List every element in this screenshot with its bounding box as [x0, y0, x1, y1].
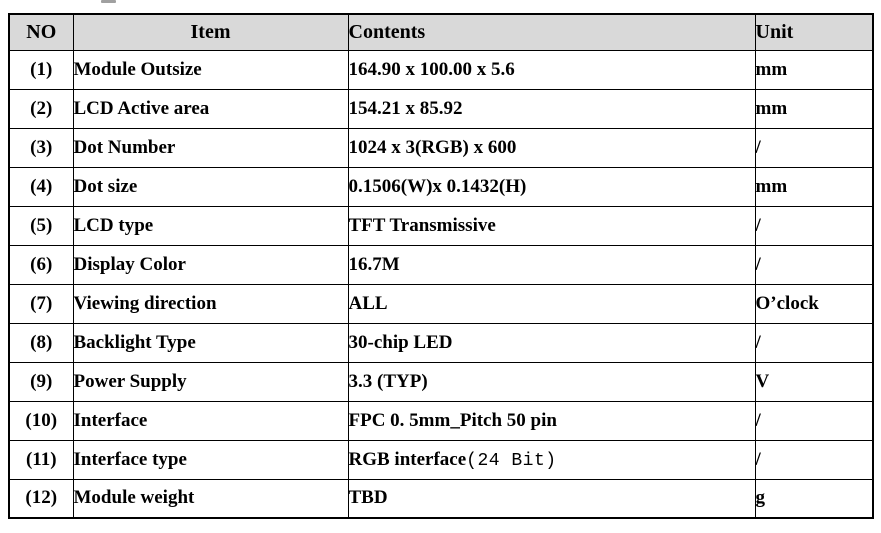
cell-contents: RGB interface(24 Bit) — [347, 439, 756, 480]
cell-no: (1) — [8, 49, 74, 90]
cell-unit: / — [754, 244, 874, 285]
cell-item: Display Color — [72, 244, 349, 285]
cell-contents: ALL — [347, 283, 756, 324]
cell-contents: 16.7M — [347, 244, 756, 285]
cell-contents: FPC 0. 5mm_Pitch 50 pin — [347, 400, 756, 441]
table-row: (10) Interface FPC 0. 5mm_Pitch 50 pin / — [8, 400, 874, 441]
cell-contents: 164.90 x 100.00 x 5.6 — [347, 49, 756, 90]
table-body: (1) Module Outsize 164.90 x 100.00 x 5.6… — [8, 49, 874, 519]
cell-contents: 30-chip LED — [347, 322, 756, 363]
cell-no: (12) — [8, 478, 74, 519]
table-row: (3) Dot Number 1024 x 3(RGB) x 600 / — [8, 127, 874, 168]
cell-unit: V — [754, 361, 874, 402]
cell-no: (7) — [8, 283, 74, 324]
cell-item: Dot size — [72, 166, 349, 207]
cell-unit: g — [754, 478, 874, 519]
column-header-no: NO — [8, 13, 74, 51]
cell-item: Backlight Type — [72, 322, 349, 363]
table-row: (11) Interface type RGB interface(24 Bit… — [8, 439, 874, 480]
cell-item: Viewing direction — [72, 283, 349, 324]
cell-no: (8) — [8, 322, 74, 363]
cell-unit: / — [754, 439, 874, 480]
column-header-unit: Unit — [754, 13, 874, 51]
cell-unit: mm — [754, 49, 874, 90]
cell-contents: TFT Transmissive — [347, 205, 756, 246]
table-header: NO Item Contents Unit — [8, 13, 874, 51]
cell-no: (3) — [8, 127, 74, 168]
contents-text: RGB interface — [348, 448, 467, 470]
table-row: (5) LCD type TFT Transmissive / — [8, 205, 874, 246]
table-row: (6) Display Color 16.7M / — [8, 244, 874, 285]
cell-item: Module weight — [72, 478, 349, 519]
cell-unit: O’clock — [754, 283, 874, 324]
column-header-contents: Contents — [347, 13, 756, 51]
cell-unit: / — [754, 322, 874, 363]
cell-no: (5) — [8, 205, 74, 246]
cell-unit: / — [754, 127, 874, 168]
table-row: (2) LCD Active area 154.21 x 85.92 mm — [8, 88, 874, 129]
table-row: (7) Viewing direction ALL O’clock — [8, 283, 874, 324]
table-row: (8) Backlight Type 30-chip LED / — [8, 322, 874, 363]
cell-no: (2) — [8, 88, 74, 129]
cell-contents: 1024 x 3(RGB) x 600 — [347, 127, 756, 168]
cell-item: Interface — [72, 400, 349, 441]
table-row: (9) Power Supply 3.3 (TYP) V — [8, 361, 874, 402]
cropped-text-artifact — [101, 0, 116, 3]
cell-no: (4) — [8, 166, 74, 207]
cell-no: (9) — [8, 361, 74, 402]
column-header-item: Item — [72, 13, 349, 51]
header-row: NO Item Contents Unit — [8, 13, 874, 51]
cell-contents: 154.21 x 85.92 — [347, 88, 756, 129]
cell-no: (11) — [8, 439, 74, 480]
cell-unit: / — [754, 400, 874, 441]
cell-item: Module Outsize — [72, 49, 349, 90]
contents-mono-text: (24 Bit) — [466, 450, 557, 471]
cell-unit: / — [754, 205, 874, 246]
cell-item: LCD Active area — [72, 88, 349, 129]
cell-no: (6) — [8, 244, 74, 285]
cell-unit: mm — [754, 88, 874, 129]
cell-no: (10) — [8, 400, 74, 441]
cell-item: LCD type — [72, 205, 349, 246]
cell-contents: TBD — [347, 478, 756, 519]
cell-contents: 0.1506(W)x 0.1432(H) — [347, 166, 756, 207]
cell-item: Power Supply — [72, 361, 349, 402]
table-row: (1) Module Outsize 164.90 x 100.00 x 5.6… — [8, 49, 874, 90]
cell-item: Dot Number — [72, 127, 349, 168]
table-row: (4) Dot size 0.1506(W)x 0.1432(H) mm — [8, 166, 874, 207]
table-row: (12) Module weight TBD g — [8, 478, 874, 519]
cell-contents: 3.3 (TYP) — [347, 361, 756, 402]
cell-unit: mm — [754, 166, 874, 207]
cell-item: Interface type — [72, 439, 349, 480]
general-specification-table: NO Item Contents Unit (1) Module Outsize… — [8, 13, 874, 519]
